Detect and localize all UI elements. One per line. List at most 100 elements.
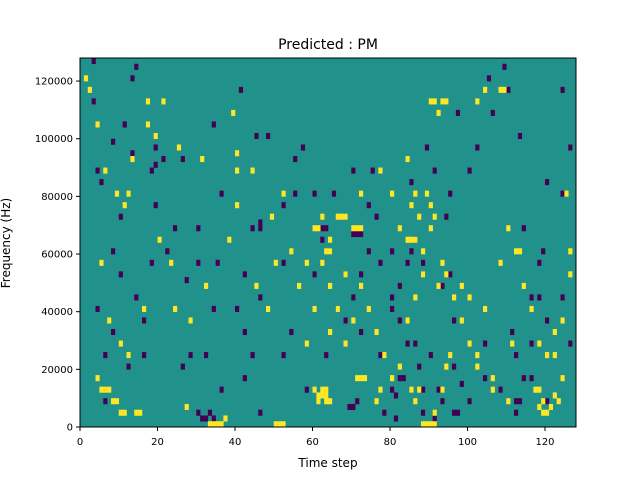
heatmap-cell-high xyxy=(118,340,123,347)
heatmap-cell-low xyxy=(95,305,100,312)
heatmap-cell-high xyxy=(335,305,340,312)
heatmap-cell-high xyxy=(114,398,120,405)
heatmap-cell-low xyxy=(122,121,127,128)
x-tick-label: 20 xyxy=(151,437,164,448)
heatmap-cell-high xyxy=(103,167,108,174)
heatmap-cell-high xyxy=(250,167,255,174)
heatmap-cell-low xyxy=(529,375,534,382)
heatmap-cell-low xyxy=(293,156,298,163)
heatmap-cell-high xyxy=(328,282,333,289)
heatmap-cell-high xyxy=(390,375,395,382)
heatmap-cell-high xyxy=(111,398,116,405)
heatmap-cell-high xyxy=(517,248,523,255)
y-tick-label: 40000 xyxy=(41,307,73,318)
heatmap-cell-high xyxy=(343,340,348,347)
heatmap-cell-low xyxy=(397,282,402,289)
heatmap-cell-low xyxy=(204,352,209,359)
heatmap-cell-high xyxy=(359,190,364,197)
heatmap-cell-high xyxy=(413,294,418,301)
heatmap-cell-high xyxy=(510,340,515,347)
heatmap-cell-high xyxy=(184,403,189,411)
heatmap-cell-high xyxy=(161,98,166,105)
heatmap-cell-high xyxy=(355,225,360,232)
heatmap-cell-low xyxy=(153,161,158,168)
heatmap-cell-low xyxy=(448,271,453,278)
heatmap-cell-high xyxy=(235,167,240,174)
heatmap-cell-high xyxy=(339,213,344,220)
heatmap-cell-low xyxy=(312,271,317,278)
heatmap-cell-low xyxy=(207,409,213,416)
heatmap-cell-low xyxy=(355,398,360,405)
heatmap-cell-low xyxy=(428,352,433,359)
heatmap-cell-low xyxy=(331,190,337,197)
plot-area xyxy=(79,57,577,428)
heatmap-cell-high xyxy=(95,375,100,382)
heatmap-cell-high xyxy=(324,248,329,255)
heatmap-cell-high xyxy=(107,386,112,393)
y-tick-label: 120000 xyxy=(35,77,73,88)
heatmap-cell-high xyxy=(436,282,441,289)
heatmap-cell-low xyxy=(281,259,286,266)
heatmap-cell-low xyxy=(529,294,534,301)
heatmap-cell-low xyxy=(378,259,383,266)
heatmap-cell-high xyxy=(374,328,379,336)
heatmap-cell-high xyxy=(266,305,271,312)
heatmap-cell-high xyxy=(556,398,561,405)
heatmap-cell-high xyxy=(428,421,433,428)
heatmap-cell-high xyxy=(440,98,445,105)
heatmap-cell-high xyxy=(444,271,449,278)
heatmap-cell-low xyxy=(424,144,430,151)
heatmap-cell-low xyxy=(196,225,201,232)
chart-title: Predicted : PM xyxy=(278,37,378,53)
heatmap-cell-high xyxy=(324,398,329,405)
heatmap-cell-low xyxy=(320,236,325,243)
heatmap-cell-low xyxy=(196,259,201,266)
heatmap-cell-high xyxy=(254,282,259,289)
heatmap-cell-low xyxy=(281,202,286,209)
heatmap-cell-high xyxy=(320,392,325,399)
heatmap-cell-high xyxy=(204,282,209,289)
heatmap-cells xyxy=(83,58,573,428)
heatmap-cell-low xyxy=(448,190,453,197)
heatmap-cell-high xyxy=(413,236,418,243)
heatmap-cell-high xyxy=(537,386,542,393)
heatmap-cell-high xyxy=(475,363,480,370)
heatmap-cell-low xyxy=(111,248,116,255)
heatmap-cell-high xyxy=(452,294,457,301)
heatmap-cell-high xyxy=(281,421,286,428)
heatmap-cell-high xyxy=(359,225,364,232)
heatmap-cell-low xyxy=(250,225,255,232)
heatmap-cell-high xyxy=(459,317,464,324)
heatmap-cell-high xyxy=(483,86,488,93)
heatmap-cell-low xyxy=(405,259,410,266)
heatmap-cell-high xyxy=(378,167,383,174)
heatmap-cell-high xyxy=(87,86,92,93)
heatmap-cell-high xyxy=(548,403,554,411)
heatmap-cell-low xyxy=(258,219,263,226)
heatmap-cell-low xyxy=(347,403,352,411)
heatmap-cell-high xyxy=(378,386,383,393)
heatmap-cell-high xyxy=(328,248,333,255)
heatmap-cell-low xyxy=(200,415,205,422)
heatmap-cell-high xyxy=(545,352,550,359)
heatmap-cell-low xyxy=(401,375,406,382)
heatmap-cell-low xyxy=(421,259,426,266)
heatmap-cell-low xyxy=(142,352,147,359)
heatmap-cell-high xyxy=(312,225,317,232)
heatmap-cell-low xyxy=(312,190,317,197)
heatmap-cell-low xyxy=(235,305,240,312)
heatmap-cell-low xyxy=(118,213,123,220)
heatmap-cell-low xyxy=(486,75,492,82)
heatmap-cell-high xyxy=(537,403,542,411)
heatmap-cell-high xyxy=(145,121,151,128)
heatmap-cell-high xyxy=(316,398,321,405)
heatmap-cell-low xyxy=(111,138,116,145)
heatmap-cell-low xyxy=(153,202,158,209)
heatmap-cell-high xyxy=(176,144,182,151)
heatmap-cell-high xyxy=(444,363,449,370)
heatmap-cell-high xyxy=(424,421,430,428)
heatmap-cell-low xyxy=(95,167,100,174)
heatmap-cell-low xyxy=(149,259,154,266)
heatmap-cell-high xyxy=(142,305,147,312)
